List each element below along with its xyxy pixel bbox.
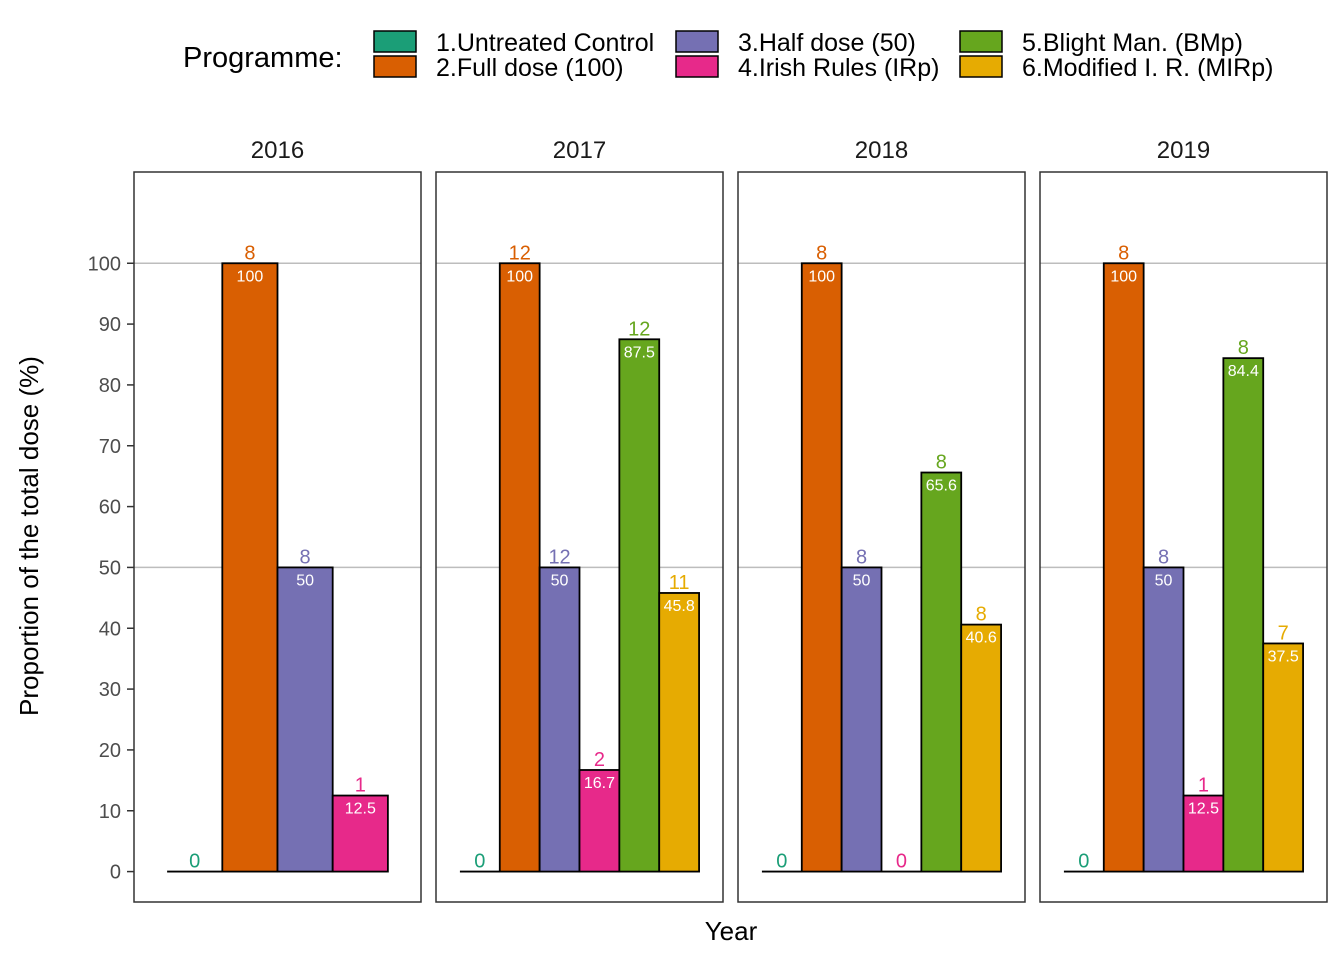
bar-2017-series-5 (618, 338, 661, 873)
legend-swatch-5 (959, 30, 1003, 53)
facet-label: 2018 (855, 137, 908, 164)
facet-label: 2017 (553, 137, 606, 164)
legend-swatch-2 (373, 55, 417, 78)
bar-2019-series-5 (1222, 357, 1265, 873)
count-label: 8 (856, 546, 867, 568)
value-label: 40.6 (966, 630, 997, 647)
legend-swatch-1 (373, 30, 417, 53)
value-label: 100 (237, 268, 264, 285)
bar-2017-series-3 (538, 566, 581, 873)
bar-2019-series-6 (1262, 642, 1304, 873)
count-label: 0 (189, 851, 200, 873)
y-tick-label: 80 (99, 375, 121, 397)
bar-2019-series-3 (1142, 566, 1185, 873)
value-label: 50 (551, 572, 569, 589)
legend-label-4: 4.Irish Rules (IRp) (738, 54, 939, 82)
panel-border (737, 171, 1026, 903)
count-label: 12 (628, 318, 650, 340)
value-label: 65.6 (926, 478, 957, 495)
bar-2018-series-6 (960, 623, 1002, 873)
count-label: 8 (816, 242, 827, 264)
bar-2019-series-2 (1102, 262, 1145, 873)
legend-label-5: 5.Blight Man. (BMp) (1022, 29, 1243, 57)
bar-2016-series-4 (331, 794, 389, 873)
value-label: 100 (808, 268, 835, 285)
count-label: 1 (1198, 775, 1209, 797)
y-tick-label: 60 (99, 497, 121, 519)
panel-border (133, 171, 422, 903)
count-label: 11 (669, 572, 690, 594)
facet-panel-2016: 2016 0 8 100 8 50 1 12.5 (133, 137, 422, 903)
count-label: 0 (474, 851, 485, 873)
value-label: 100 (1110, 268, 1137, 285)
count-label: 0 (1078, 851, 1089, 873)
count-label: 8 (1118, 242, 1129, 264)
value-label: 50 (296, 572, 314, 589)
count-label: 2 (594, 749, 605, 771)
bar-2019-series-4 (1182, 794, 1225, 873)
count-label: 12 (509, 242, 531, 264)
count-label: 12 (548, 546, 570, 568)
y-axis-title: Proportion of the total dose (%) (14, 356, 44, 716)
bar-2018-series-2 (800, 262, 843, 873)
bar-2017-series-4 (578, 769, 621, 873)
y-tick-label: 0 (110, 862, 121, 884)
legend-label-6: 6.Modified I. R. (MIRp) (1022, 54, 1273, 82)
value-label: 50 (853, 572, 871, 589)
legend-title: Programme: (183, 42, 343, 74)
y-tick-label: 90 (99, 314, 121, 336)
y-tick-label: 40 (99, 618, 121, 640)
y-tick-label: 30 (99, 679, 121, 701)
y-tick-label: 70 (99, 436, 121, 458)
value-label: 50 (1155, 572, 1173, 589)
count-label: 8 (300, 546, 311, 568)
legend-label-3: 3.Half dose (50) (738, 29, 916, 57)
y-tick-label: 50 (99, 557, 121, 579)
facet-label: 2019 (1157, 137, 1210, 164)
value-label: 84.4 (1228, 363, 1259, 380)
count-label: 8 (936, 452, 947, 474)
y-tick-label: 10 (99, 801, 121, 823)
x-axis-title: Year (705, 916, 758, 946)
legend-swatch-3 (675, 30, 719, 53)
panel-border (1039, 171, 1328, 903)
legend-label-2: 2.Full dose (100) (436, 54, 624, 82)
bar-2017-series-6 (658, 592, 700, 873)
bar-2016-series-3 (276, 566, 334, 873)
bar-2018-series-3 (840, 566, 883, 873)
count-label: 0 (776, 851, 787, 873)
value-label: 100 (506, 268, 533, 285)
count-label: 1 (355, 775, 366, 797)
bar-2018-series-5 (920, 471, 963, 873)
bar-2016-series-2 (221, 262, 279, 873)
bar-2017-series-2 (498, 262, 541, 873)
y-tick-label: 20 (99, 740, 121, 762)
value-label: 12.5 (1188, 801, 1219, 818)
value-label: 12.5 (345, 801, 376, 818)
facet-panel-2017: 2017 0 12 100 12 50 2 16.7 12 87.5 11 45.8 (435, 137, 724, 903)
count-label: 8 (1238, 337, 1249, 359)
facet-panel-2019: 2019 0 8 100 8 50 1 12.5 8 84.4 7 37.5 (1039, 137, 1328, 903)
legend-swatch-6 (959, 55, 1003, 78)
value-label: 45.8 (664, 598, 695, 615)
y-tick-label: 100 (88, 253, 121, 275)
panel-border (435, 171, 724, 903)
y-axis: 0 10 20 30 40 50 60 70 80 90 100 (88, 253, 134, 884)
value-label: 16.7 (584, 775, 615, 792)
value-label: 37.5 (1268, 648, 1299, 665)
value-label: 87.5 (624, 344, 655, 361)
count-label: 8 (1158, 546, 1169, 568)
count-label: 0 (896, 851, 907, 873)
count-label: 8 (976, 604, 987, 626)
legend-swatch-4 (675, 55, 719, 78)
facet-label: 2016 (251, 137, 304, 164)
count-label: 8 (244, 242, 255, 264)
legend-label-1: 1.Untreated Control (436, 29, 654, 57)
count-label: 7 (1278, 622, 1289, 644)
facet-panel-2018: 2018 0 8 100 8 50 0 8 65.6 8 40.6 (737, 137, 1026, 903)
